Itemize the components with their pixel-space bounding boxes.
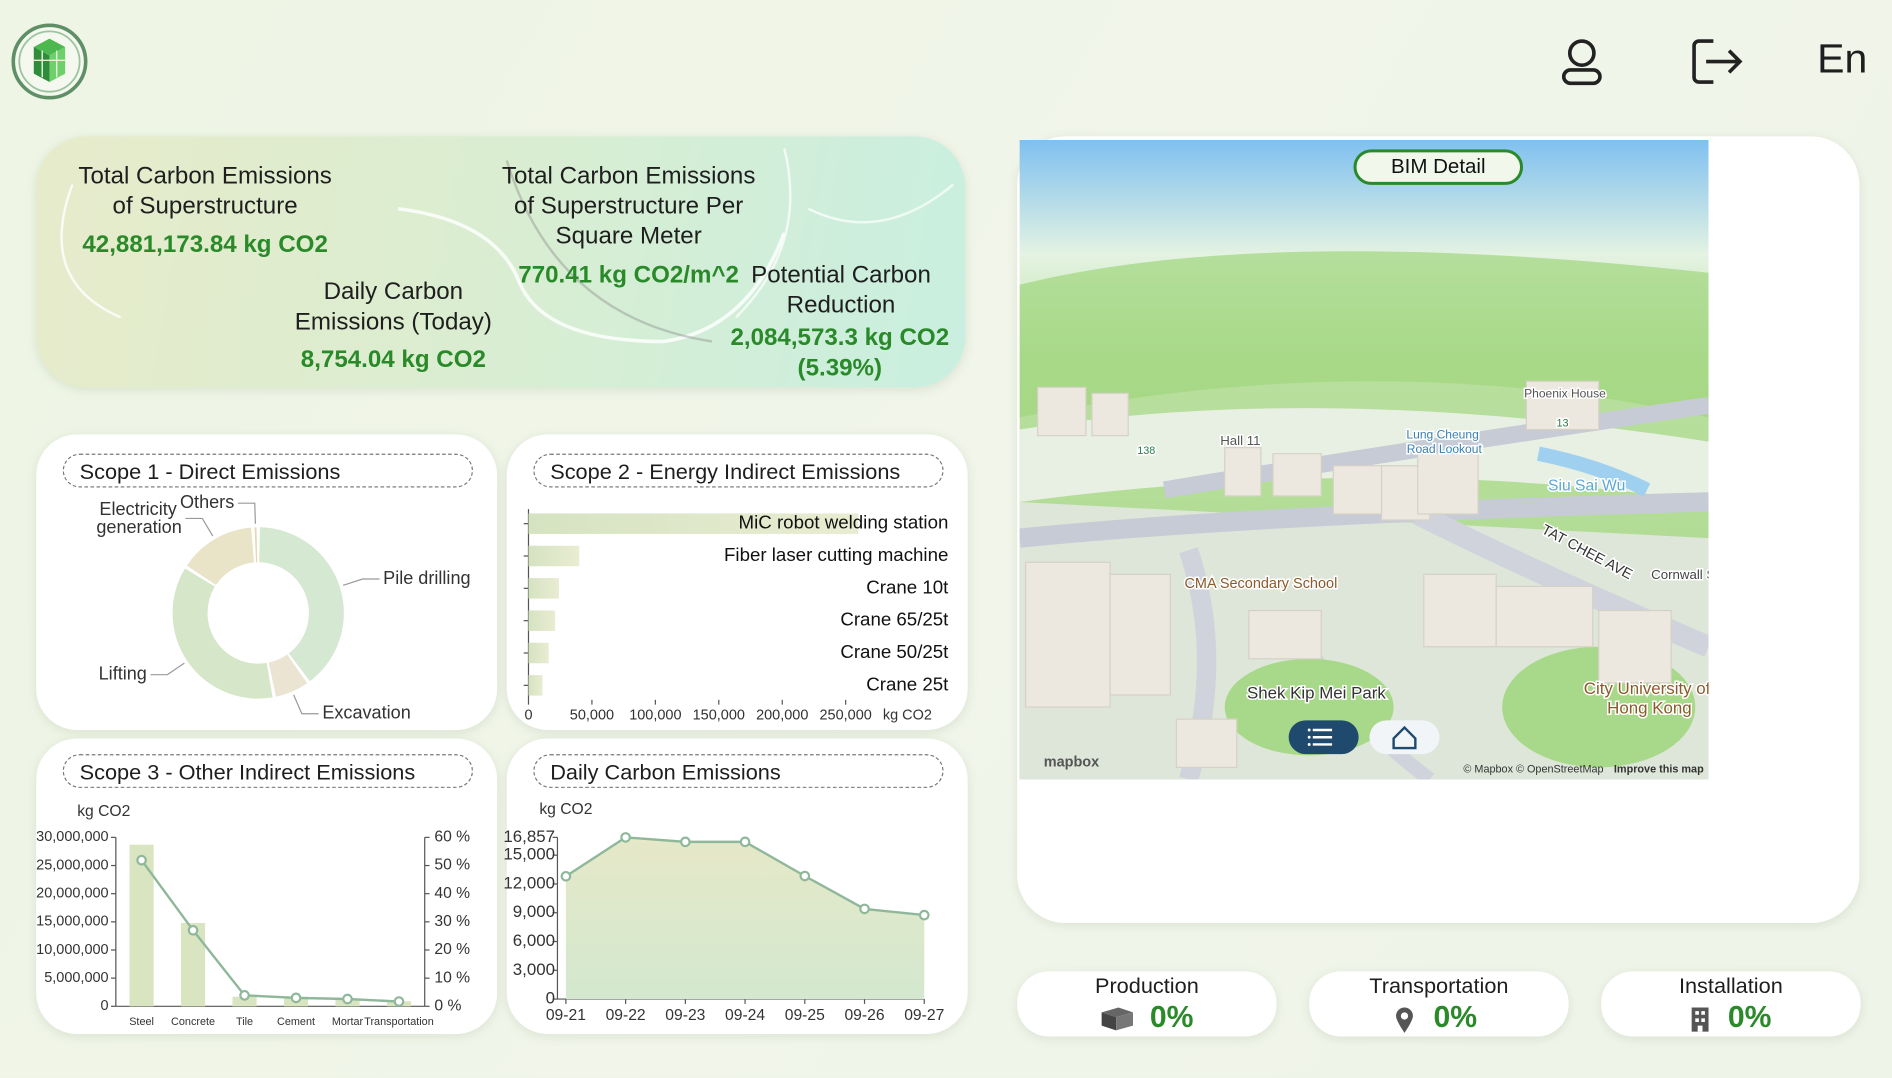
kpi-label: Potential Carbon Reduction xyxy=(738,261,943,321)
progress-value: 0% xyxy=(1433,1000,1477,1035)
installation-card[interactable]: Installation 0% xyxy=(1601,971,1860,1036)
pin-icon xyxy=(1394,1005,1416,1034)
map-label: 13 xyxy=(1557,417,1569,429)
map-label: Siu Sai Wu xyxy=(1548,477,1625,494)
truck-icon xyxy=(1099,1005,1135,1032)
map[interactable]: BIM Detail mapbox © Mapbox © OpenStreetM… xyxy=(1020,140,1709,779)
kpi-label: Total Carbon Emissions of Superstructure… xyxy=(492,162,765,252)
map-label: CMA Secondary School xyxy=(1184,576,1337,592)
kpi-value: 770.41 kg CO2/m^2 xyxy=(484,261,774,291)
kpi-value: 42,881,173.84 kg CO2 xyxy=(36,230,374,260)
production-card[interactable]: Production 0% xyxy=(1017,971,1276,1036)
map-label: Phoenix House xyxy=(1524,387,1606,401)
progress-label: Installation xyxy=(1601,974,1860,999)
progress-label: Transportation xyxy=(1309,974,1568,999)
kpi-card: Total Carbon Emissions of Superstructure… xyxy=(36,136,965,387)
map-label: Cornwall S xyxy=(1651,567,1708,582)
panel-title: Daily Carbon Emissions xyxy=(533,754,943,788)
logout-icon[interactable] xyxy=(1689,36,1745,87)
user-icon[interactable] xyxy=(1557,36,1608,87)
scope3-panel: Scope 3 - Other Indirect Emissions xyxy=(36,738,497,1034)
transportation-card[interactable]: Transportation 0% xyxy=(1309,971,1568,1036)
panel-title: Scope 3 - Other Indirect Emissions xyxy=(63,754,473,788)
logo[interactable] xyxy=(10,22,90,102)
kpi-label: Total Carbon Emissions of Superstructure xyxy=(69,162,342,222)
panel-title: Scope 2 - Energy Indirect Emissions xyxy=(533,454,943,488)
kpi-value: 8,754.04 kg CO2 xyxy=(273,345,514,375)
panel-title: Scope 1 - Direct Emissions xyxy=(63,454,473,488)
progress-label: Production xyxy=(1017,974,1276,999)
map-label: 138 xyxy=(1137,445,1155,457)
map-label: Shek Kip Mei Park xyxy=(1247,683,1386,702)
language-toggle[interactable]: En xyxy=(1817,36,1867,83)
kpi-value: 2,084,573.3 kg CO2 xyxy=(719,323,960,353)
kpi-note: (5.39%) xyxy=(719,354,960,384)
kpi-label: Daily Carbon Emissions (Today) xyxy=(291,278,496,338)
building-icon xyxy=(1690,1006,1709,1033)
scope2-panel: Scope 2 - Energy Indirect Emissions xyxy=(507,434,968,730)
map-attribution: © Mapbox © OpenStreetMap xyxy=(1463,764,1603,776)
map-label: Hall 11 xyxy=(1220,433,1260,448)
progress-value: 0% xyxy=(1728,1000,1772,1035)
map-improve-link[interactable]: Improve this map xyxy=(1614,764,1704,776)
scope1-panel: Scope 1 - Direct Emissions xyxy=(36,434,497,730)
progress-value: 0% xyxy=(1150,1000,1194,1035)
bim-detail-label[interactable]: BIM Detail xyxy=(1391,155,1486,178)
daily-panel: Daily Carbon Emissions xyxy=(507,738,968,1034)
map-logo: mapbox xyxy=(1044,754,1099,770)
map-label: Lung Cheung Road Lookout xyxy=(1406,428,1482,456)
